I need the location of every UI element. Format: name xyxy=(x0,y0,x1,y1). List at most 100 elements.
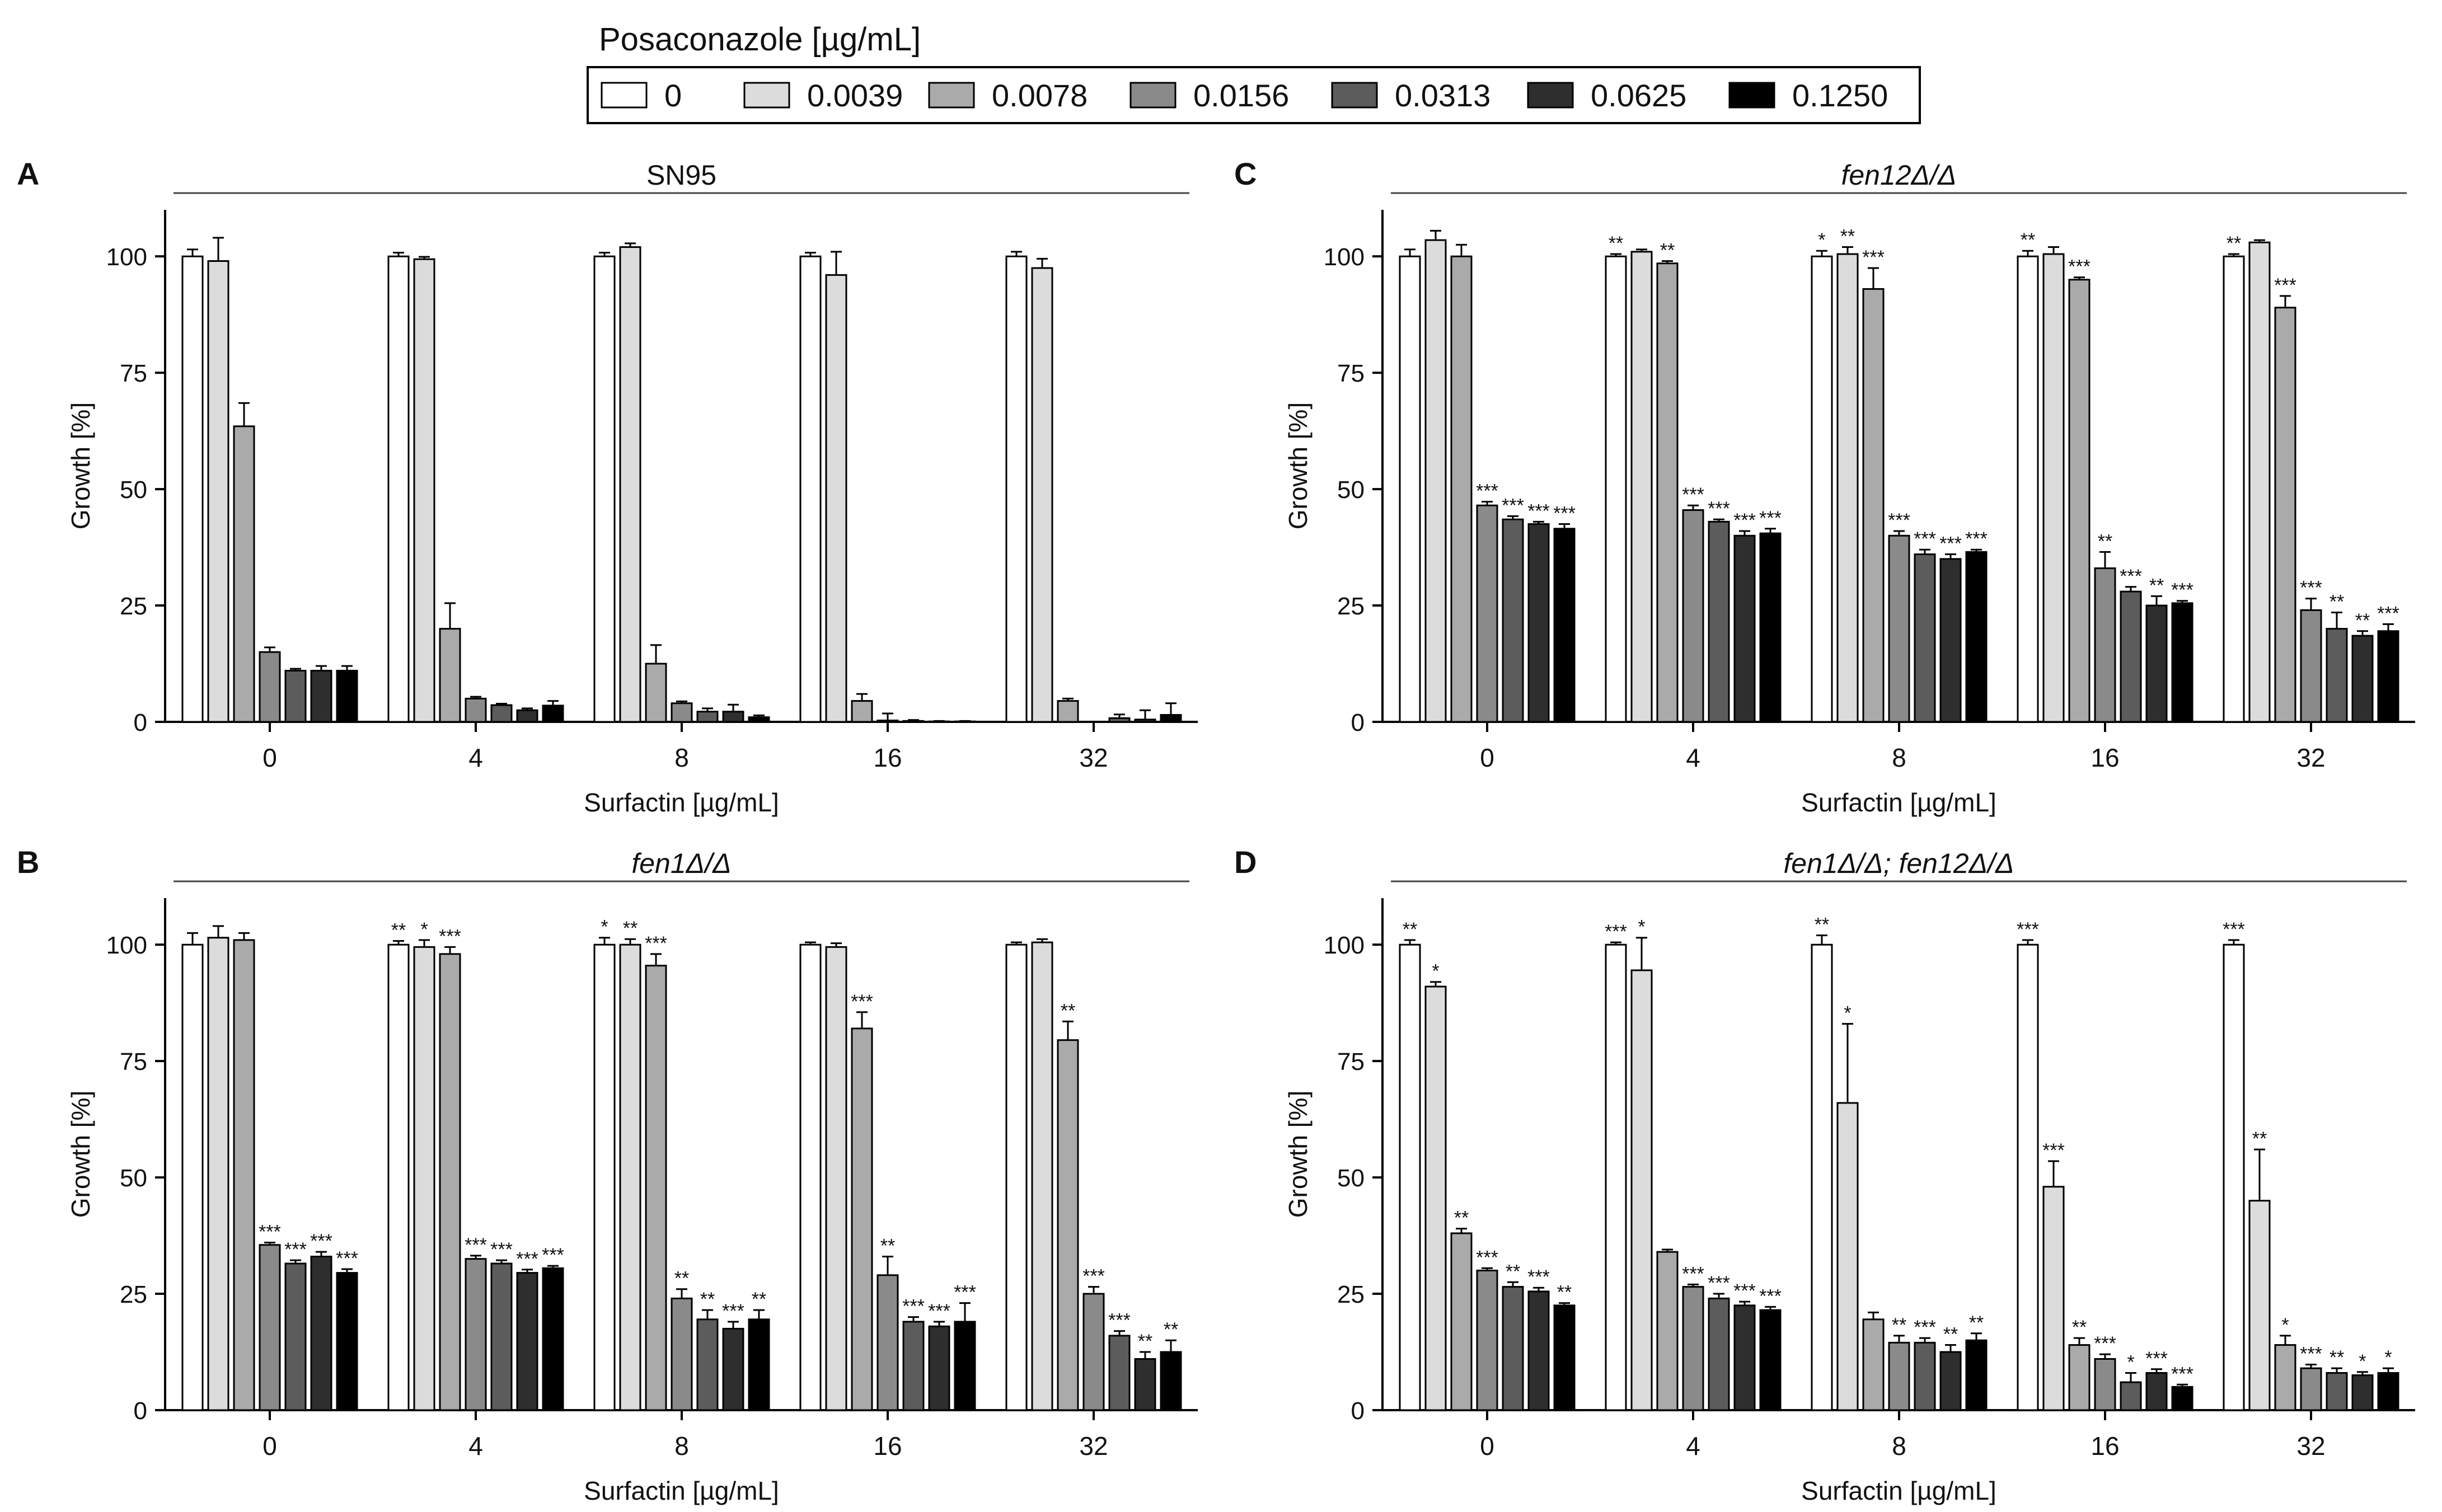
bar xyxy=(233,425,255,723)
x-tick-label: 16 xyxy=(873,1431,902,1461)
bar xyxy=(259,1244,281,1411)
bar xyxy=(1082,1293,1105,1411)
bar xyxy=(1160,714,1182,723)
significance-mark: *** xyxy=(465,1234,487,1256)
y-tick-label: 100 xyxy=(1324,932,1365,959)
bar xyxy=(284,1262,307,1411)
bar xyxy=(1399,255,1421,723)
y-tick-label: 0 xyxy=(1351,709,1365,736)
significance-mark: ** xyxy=(391,920,406,941)
legend: Posaconazole [µg/mL] 0 0.0039 0.0078 0.0156… xyxy=(587,21,1921,124)
bar xyxy=(696,711,719,723)
y-tick-label: 75 xyxy=(1337,360,1365,387)
legend-label-2: 0.0078 xyxy=(992,78,1088,113)
bar xyxy=(902,1321,925,1411)
bar xyxy=(1160,1351,1182,1411)
bar xyxy=(516,1272,538,1411)
bar xyxy=(1759,1309,1782,1411)
x-tick-label: 8 xyxy=(1892,1431,1906,1461)
bar xyxy=(1057,700,1079,723)
bar xyxy=(310,1256,332,1411)
bar xyxy=(2223,943,2245,1411)
legend-items: 0 0.0039 0.0078 0.0156 0.0313 0.0625 0.1250 xyxy=(601,78,1888,113)
bar xyxy=(1108,1335,1131,1411)
significance-mark: *** xyxy=(2223,919,2245,940)
bar xyxy=(2094,1358,2116,1411)
y-tick-label: 100 xyxy=(106,932,147,959)
significance-mark: *** xyxy=(1759,508,1782,529)
y-tick-label: 75 xyxy=(120,1048,147,1076)
bar xyxy=(2351,1374,2374,1411)
bar xyxy=(851,700,873,723)
bar xyxy=(2326,628,2348,723)
significance-mark: ** xyxy=(1660,240,1675,261)
bar xyxy=(1476,504,1498,723)
y-axis-label: Growth [%] xyxy=(1283,402,1313,530)
bar xyxy=(748,1318,770,1411)
bar xyxy=(387,943,410,1411)
significance-mark: ** xyxy=(2098,530,2112,552)
bar xyxy=(1965,1339,1988,1411)
significance-mark: *** xyxy=(722,1300,744,1322)
significance-mark: *** xyxy=(1708,498,1730,519)
y-axis-label: Growth [%] xyxy=(1283,1091,1313,1218)
significance-mark: *** xyxy=(1708,1272,1730,1294)
y-tick-label: 75 xyxy=(120,360,147,387)
legend-swatch-4 xyxy=(1331,82,1378,109)
bar xyxy=(1399,943,1421,1411)
significance-mark: ** xyxy=(1840,226,1855,247)
x-tick-label: 4 xyxy=(1686,743,1700,772)
x-tick-label: 8 xyxy=(674,1431,689,1461)
y-tick-label: 0 xyxy=(134,709,147,736)
bar xyxy=(1134,719,1156,723)
bar xyxy=(1914,553,1936,723)
y-tick-label: 25 xyxy=(1337,593,1365,620)
significance-mark: * xyxy=(2127,1351,2134,1373)
bar xyxy=(593,943,616,1411)
panel-title: SN95 xyxy=(646,159,716,191)
significance-mark: * xyxy=(601,917,608,938)
significance-mark: *** xyxy=(1965,528,1988,550)
bar xyxy=(233,939,255,1411)
significance-mark: ** xyxy=(2355,610,2370,631)
bar xyxy=(825,274,847,723)
x-tick-label: 4 xyxy=(1686,1431,1700,1461)
bar xyxy=(2377,1372,2399,1411)
bar xyxy=(799,943,822,1411)
significance-mark: *** xyxy=(1108,1310,1131,1331)
bar xyxy=(1005,943,1028,1411)
y-tick-label: 50 xyxy=(120,476,147,504)
bar xyxy=(1005,255,1028,723)
significance-mark: ** xyxy=(2021,229,2035,251)
bar xyxy=(1630,969,1653,1411)
bar xyxy=(387,255,410,723)
bar xyxy=(1605,255,1627,723)
bar xyxy=(1862,288,1885,723)
bar xyxy=(1836,1102,1859,1411)
bar xyxy=(1862,1318,1885,1411)
bar xyxy=(1450,1232,1473,1411)
significance-mark: *** xyxy=(439,926,461,947)
significance-mark: *** xyxy=(2300,577,2322,599)
significance-mark: *** xyxy=(1862,247,1885,268)
bar xyxy=(722,711,744,723)
bar xyxy=(336,670,358,723)
significance-mark: *** xyxy=(1082,1266,1105,1287)
significance-mark: * xyxy=(2384,1347,2392,1368)
significance-mark: *** xyxy=(2300,1343,2322,1364)
significance-mark: *** xyxy=(645,933,667,954)
x-tick-label: 32 xyxy=(2296,743,2325,772)
y-tick-label: 25 xyxy=(120,1281,147,1308)
panel-title: fen1Δ/Δ xyxy=(631,848,731,879)
x-tick-label: 4 xyxy=(468,1431,483,1461)
bar xyxy=(1605,943,1627,1411)
significance-mark: ** xyxy=(1454,1208,1469,1229)
significance-mark: *** xyxy=(928,1300,950,1322)
y-tick-label: 50 xyxy=(120,1164,147,1192)
bar xyxy=(1108,717,1131,723)
significance-mark: ** xyxy=(1969,1312,1984,1333)
legend-label-0: 0 xyxy=(664,78,682,113)
bar xyxy=(1888,1341,1910,1411)
bar xyxy=(722,1327,744,1411)
significance-mark: ** xyxy=(2329,591,2344,613)
